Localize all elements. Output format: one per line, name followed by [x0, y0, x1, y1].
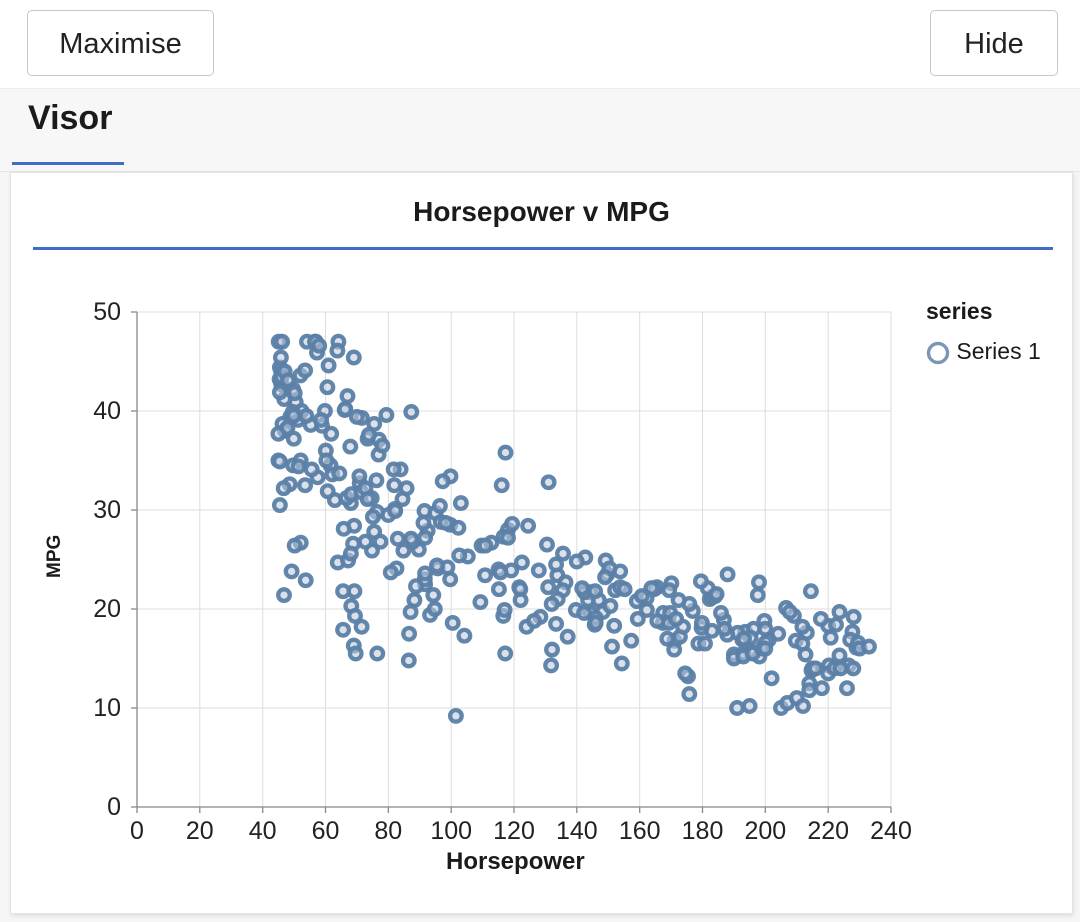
svg-text:240: 240: [870, 817, 912, 845]
svg-text:180: 180: [682, 817, 724, 845]
svg-text:40: 40: [93, 397, 121, 425]
svg-text:0: 0: [107, 793, 121, 821]
svg-text:20: 20: [93, 595, 121, 623]
svg-text:50: 50: [93, 298, 121, 326]
svg-text:140: 140: [556, 817, 598, 845]
svg-text:160: 160: [619, 817, 661, 845]
svg-text:200: 200: [744, 817, 786, 845]
svg-text:100: 100: [430, 817, 472, 845]
svg-text:0: 0: [130, 817, 144, 845]
svg-text:40: 40: [249, 817, 277, 845]
svg-text:60: 60: [312, 817, 340, 845]
svg-text:220: 220: [807, 817, 849, 845]
svg-text:120: 120: [493, 817, 535, 845]
svg-text:80: 80: [374, 817, 402, 845]
svg-text:20: 20: [186, 817, 214, 845]
svg-text:30: 30: [93, 496, 121, 524]
svg-text:10: 10: [93, 694, 121, 722]
